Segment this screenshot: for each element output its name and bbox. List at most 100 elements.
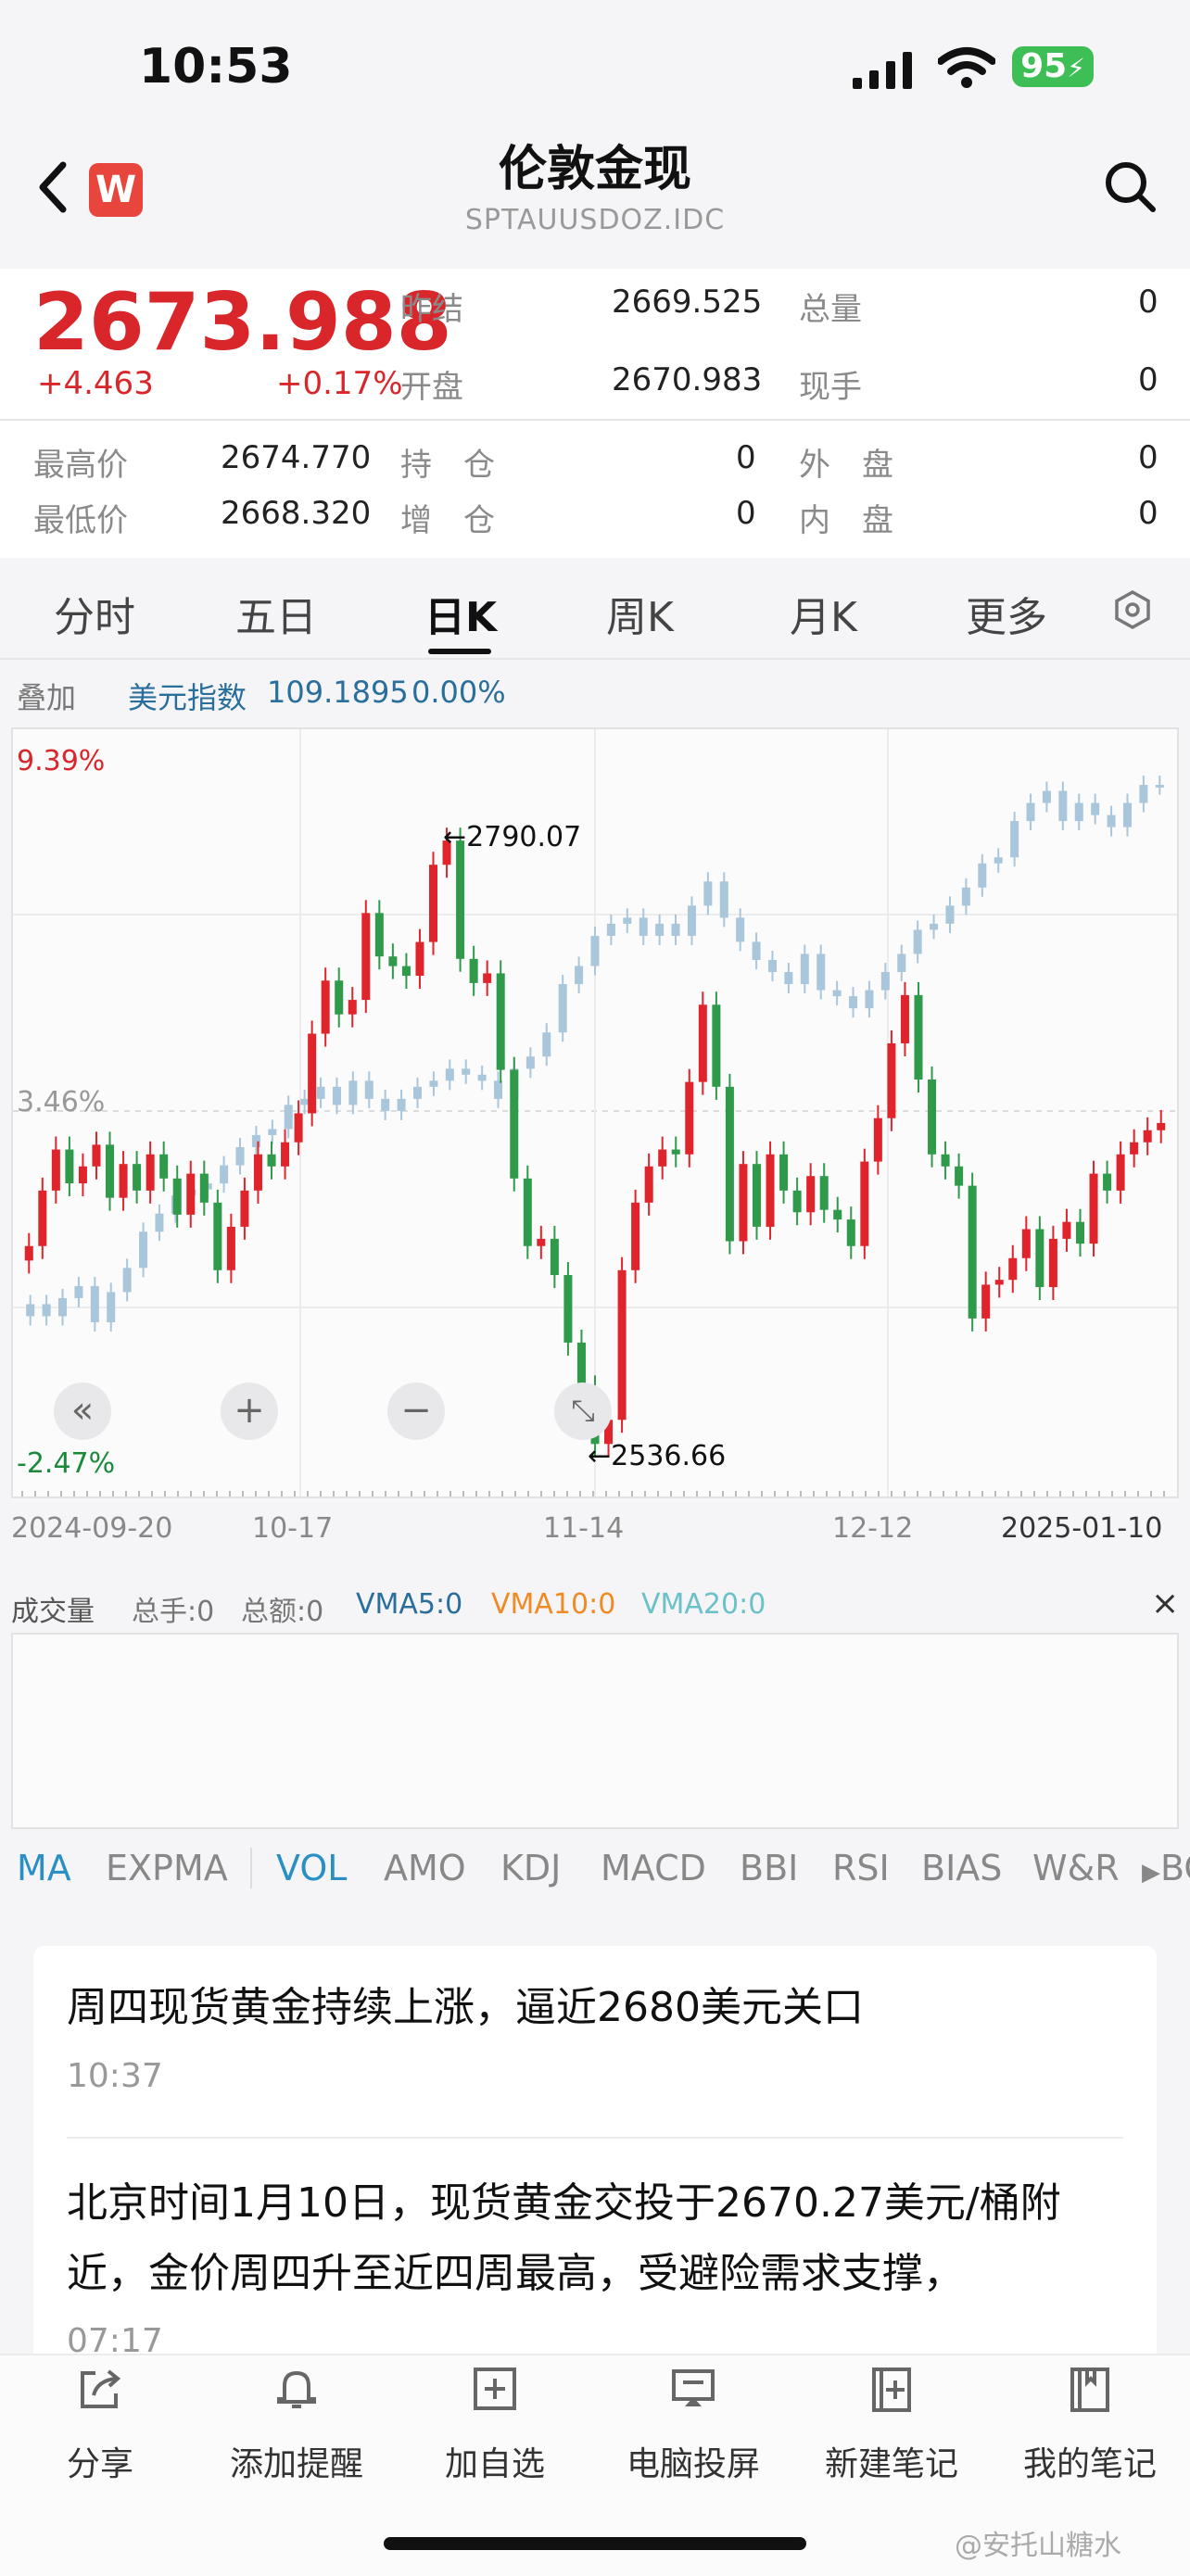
volume-label: 成交量 (11, 1596, 95, 1628)
settings-icon[interactable] (1112, 589, 1153, 634)
usd-index-candle (139, 1231, 148, 1269)
tab-daily-k[interactable]: 日K (424, 594, 498, 641)
rewind-button[interactable]: « (54, 1383, 111, 1440)
gold-candle (78, 1166, 87, 1184)
overlay-label[interactable]: 叠加 (17, 680, 77, 715)
zoom-out-button[interactable]: − (387, 1383, 445, 1440)
gold-candle (321, 980, 330, 1034)
indicator-amo[interactable]: AMO (384, 1848, 466, 1888)
usd-index-candle (107, 1292, 116, 1322)
indicator-wr[interactable]: W&R (1032, 1848, 1120, 1888)
gold-candle (335, 980, 344, 1015)
new-note-button[interactable]: 新建笔记 (817, 2363, 966, 2485)
volume-total-amount: 总额:0 (241, 1596, 324, 1628)
indicator-bias[interactable]: BIAS (921, 1848, 1003, 1888)
indicator-expma[interactable]: EXPMA (106, 1848, 228, 1888)
gold-candle (1130, 1142, 1139, 1155)
usd-index-candle (90, 1285, 99, 1322)
tab-monthly-k[interactable]: 月K (790, 594, 857, 641)
overlay-index-name[interactable]: 美元指数 (128, 680, 247, 715)
add-alert-button[interactable]: 添加提醒 (222, 2363, 371, 2485)
news-item-title[interactable]: 北京时间1月10日，现货黄金交投于2670.27美元/桶附近，金价周四升至近四周… (67, 2179, 1061, 2297)
news-item-time: 10:37 (67, 2057, 163, 2095)
gold-candle (792, 1190, 802, 1213)
gold-candle (146, 1154, 155, 1191)
screen-cast-button[interactable]: 电脑投屏 (619, 2363, 767, 2485)
prev-close-label: 昨结 (400, 291, 463, 328)
gold-candle (712, 1004, 721, 1087)
high-label: 最高价 (33, 447, 128, 484)
usd-index-candle (945, 905, 955, 924)
usd-index-candle (348, 1080, 358, 1105)
overlay-index-value: 109.1895 (267, 675, 409, 710)
search-button[interactable] (1103, 159, 1158, 219)
gold-candle (172, 1178, 182, 1215)
battery-icon: 95⚡ (1012, 46, 1094, 87)
news-item-title[interactable]: 周四现货黄金持续上涨，逼近2680美元关口 (67, 1984, 864, 2031)
add-watchlist-button[interactable]: 加自选 (421, 2363, 569, 2485)
usd-index-candle (462, 1068, 471, 1075)
overlay-index-pct: 0.00% (411, 675, 506, 710)
open-value: 2670.983 (612, 361, 763, 398)
usd-index-candle (1139, 785, 1148, 803)
usd-index-candle (930, 923, 939, 930)
zoom-in-button[interactable]: + (221, 1383, 278, 1440)
gold-candle (51, 1149, 60, 1191)
gold-candle (469, 958, 478, 983)
tab-active-indicator (428, 649, 491, 654)
share-button[interactable]: 分享 (26, 2363, 174, 2485)
gold-candle (267, 1154, 276, 1167)
kline-chart[interactable] (11, 727, 1179, 1498)
indicator-rsi[interactable]: RSI (832, 1848, 890, 1888)
gold-candle (941, 1154, 950, 1167)
indicator-kdj[interactable]: KDJ (500, 1848, 562, 1888)
indicator-bbi[interactable]: BBI (740, 1848, 799, 1888)
back-button[interactable] (33, 158, 70, 221)
indicator-more[interactable]: ▶BO (1142, 1848, 1190, 1888)
divider (250, 1848, 252, 1888)
usd-index-candle (1058, 790, 1068, 822)
usd-index-candle (316, 1086, 325, 1099)
gold-candle (1048, 1238, 1057, 1288)
low-value: 2668.320 (221, 495, 372, 532)
close-icon[interactable]: × (1151, 1585, 1180, 1623)
fullscreen-button[interactable]: ⤡ (554, 1383, 612, 1440)
gold-candle (92, 1144, 101, 1167)
gold-candle (159, 1154, 169, 1179)
tab-weekly-k[interactable]: 周K (606, 594, 674, 641)
gold-candle (914, 994, 923, 1080)
tab-five-day[interactable]: 五日 (235, 594, 317, 641)
home-indicator (384, 2537, 806, 2550)
inc-label: 增 仓 (400, 502, 495, 539)
gold-candle (604, 1420, 614, 1445)
gold-candle (294, 1113, 303, 1143)
gold-candle (199, 1173, 209, 1203)
gold-candle (900, 994, 909, 1043)
gold-candle (442, 840, 451, 865)
page-title: 伦敦金现 (498, 142, 691, 197)
tab-intraday[interactable]: 分时 (54, 594, 135, 641)
tab-more[interactable]: 更多 (966, 594, 1047, 641)
gold-candle (887, 1042, 896, 1118)
usd-index-candle (1091, 802, 1100, 815)
indicator-ma[interactable]: MA (17, 1848, 71, 1888)
usd-index-candle (364, 1080, 373, 1099)
volume-total-hand: 总手:0 (132, 1596, 215, 1628)
indicator-vol[interactable]: VOL (276, 1848, 348, 1888)
divider (0, 419, 1190, 421)
hold-label: 持 仓 (400, 447, 495, 484)
my-notes-button[interactable]: 我的笔记 (1016, 2363, 1164, 2485)
gold-candle (281, 1142, 290, 1167)
pct-top-label: 9.39% (17, 745, 106, 777)
max-price-label: ←2790.07 (443, 821, 582, 853)
gold-candle (537, 1238, 546, 1246)
usd-index-candle (978, 863, 987, 888)
gold-candle (415, 941, 424, 977)
gold-candle (65, 1149, 74, 1184)
indicator-macd[interactable]: MACD (601, 1848, 706, 1888)
gold-candle (401, 966, 411, 977)
gold-candle (981, 1284, 991, 1319)
gold-candle (846, 1219, 855, 1246)
gold-candle (1035, 1229, 1044, 1288)
pct-mid-label: 3.46% (17, 1086, 106, 1118)
